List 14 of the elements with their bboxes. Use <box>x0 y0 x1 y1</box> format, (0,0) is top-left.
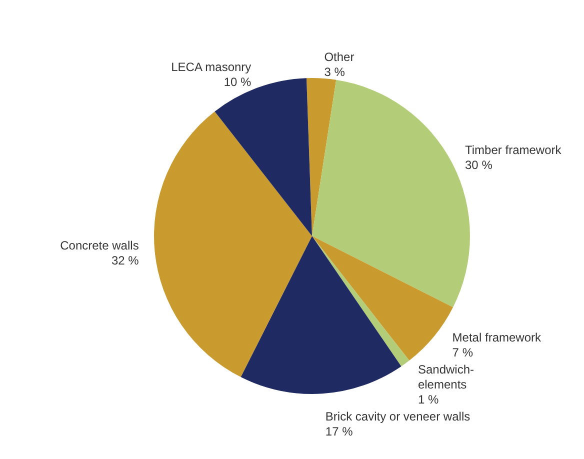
data-label: 3 % <box>324 64 346 79</box>
data-label: 32 % <box>111 253 140 268</box>
slice-label: LECA masonry <box>171 60 252 74</box>
slice-label: Sandwich-elements <box>418 362 474 392</box>
slice-label: Metal framework <box>452 330 542 345</box>
slice-label: Timber framework <box>465 142 562 157</box>
data-label: 10 % <box>224 74 252 89</box>
data-label: 1 % <box>418 392 439 407</box>
data-label: 30 % <box>465 158 493 172</box>
slice-label: Concrete walls <box>60 238 139 252</box>
slice-label: Brick cavity or veneer walls <box>325 410 470 424</box>
data-label: 17 % <box>325 424 354 439</box>
data-label: 7 % <box>452 346 474 360</box>
slice-label: Other <box>324 50 354 64</box>
